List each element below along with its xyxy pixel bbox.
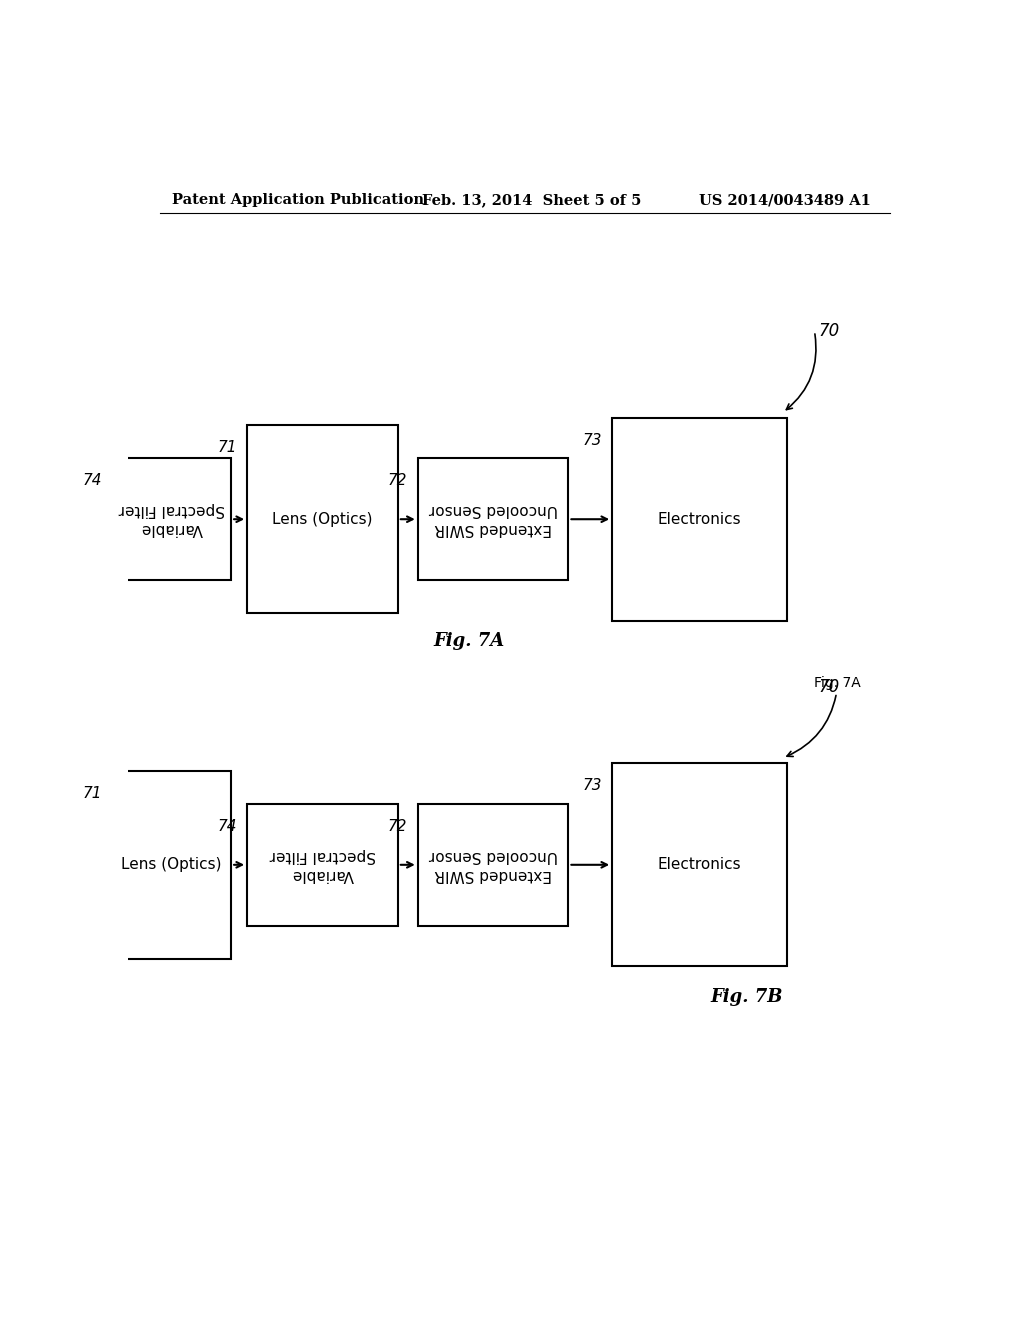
Text: 71: 71 bbox=[217, 441, 237, 455]
Text: Feb. 13, 2014  Sheet 5 of 5: Feb. 13, 2014 Sheet 5 of 5 bbox=[422, 193, 641, 207]
Text: Patent Application Publication: Patent Application Publication bbox=[172, 193, 424, 207]
Text: 70: 70 bbox=[818, 322, 840, 341]
Bar bbox=[113, 458, 231, 581]
Bar bbox=[418, 804, 568, 925]
Text: Fig. 7A: Fig. 7A bbox=[787, 676, 861, 756]
Bar bbox=[113, 771, 231, 958]
Text: 73: 73 bbox=[583, 779, 602, 793]
Text: Electronics: Electronics bbox=[657, 512, 741, 527]
Text: Extended SWIR
Uncooled Sensor: Extended SWIR Uncooled Sensor bbox=[428, 503, 558, 536]
Bar bbox=[247, 425, 397, 614]
Text: Variable
Spectral Filter: Variable Spectral Filter bbox=[119, 503, 225, 536]
Bar bbox=[612, 763, 786, 966]
Text: Fig. 7B: Fig. 7B bbox=[711, 987, 783, 1006]
Text: 71: 71 bbox=[82, 785, 101, 801]
Text: 72: 72 bbox=[388, 818, 408, 834]
Text: Extended SWIR
Uncooled Sensor: Extended SWIR Uncooled Sensor bbox=[428, 847, 558, 882]
Text: 72: 72 bbox=[388, 474, 408, 488]
Text: 74: 74 bbox=[82, 474, 101, 488]
Text: US 2014/0043489 A1: US 2014/0043489 A1 bbox=[699, 193, 871, 207]
Text: Lens (Optics): Lens (Optics) bbox=[272, 512, 373, 527]
Text: Variable
Spectral Filter: Variable Spectral Filter bbox=[269, 847, 376, 882]
Bar bbox=[247, 804, 397, 925]
Text: 70: 70 bbox=[818, 678, 840, 696]
Text: Lens (Optics): Lens (Optics) bbox=[122, 857, 222, 873]
Text: Electronics: Electronics bbox=[657, 857, 741, 873]
Text: Fig. 7A: Fig. 7A bbox=[433, 632, 505, 651]
Text: 74: 74 bbox=[217, 818, 237, 834]
Bar bbox=[418, 458, 568, 581]
Bar bbox=[612, 417, 786, 620]
Text: 73: 73 bbox=[583, 433, 602, 447]
